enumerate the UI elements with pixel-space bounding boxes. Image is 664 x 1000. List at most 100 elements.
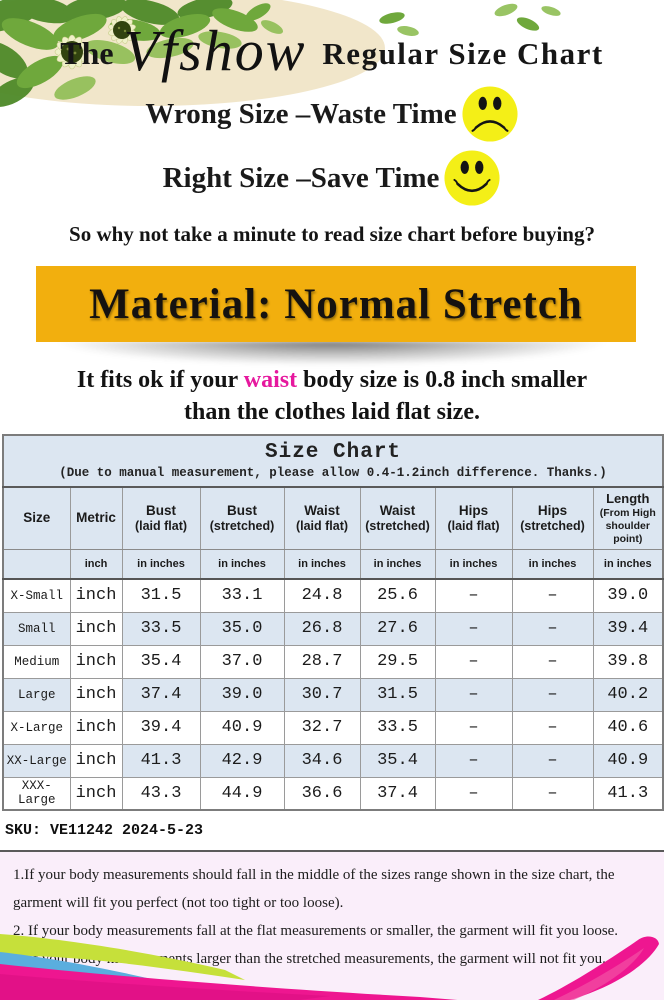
value-cell: 28.7 <box>283 644 361 679</box>
size-label-cell: Large <box>2 677 71 712</box>
size-label-cell: X-Large <box>2 710 71 745</box>
size-label-cell: X-Small <box>2 578 71 613</box>
flower-icon <box>54 34 90 70</box>
value-cell: 41.3 <box>592 776 664 811</box>
column-header-hips-stretched: Hips (stretched) <box>511 486 594 550</box>
value-cell: 35.4 <box>121 644 201 679</box>
flowers-leaves-decoration <box>0 0 561 107</box>
units-row: inch in inches in inches in inches in in… <box>2 548 664 580</box>
material-banner-text: Material: Normal Stretch <box>89 280 583 328</box>
column-header-row: Size Metric Bust (laid flat) Bust (stretch… <box>2 486 664 550</box>
sku-line: SKU: VE11242 2024-5-23 <box>5 822 204 839</box>
units-cell: in inches <box>592 548 664 580</box>
value-cell: 35.4 <box>359 743 436 778</box>
table-row: X-Large inch 39.4 40.9 32.7 33.5– –40.6 <box>2 710 664 745</box>
units-cell: in inches <box>283 548 361 580</box>
value-cell: 39.0 <box>199 677 285 712</box>
value-cell: 34.6 <box>283 743 361 778</box>
wrong-size-line: Wrong Size –Waste Time <box>0 85 664 143</box>
value-cell: – <box>511 578 594 613</box>
value-cell: 41.3 <box>121 743 201 778</box>
size-label-cell: Medium <box>2 644 71 679</box>
banner-shadow <box>0 341 664 367</box>
table-row: Medium inch 35.4 37.0 28.7 29.5– –39.8 <box>2 644 664 679</box>
column-header-metric: Metric <box>69 486 123 550</box>
size-label-cell: XXX-Large <box>2 776 71 811</box>
value-cell: – <box>434 578 513 613</box>
size-label-cell: XX-Large <box>2 743 71 778</box>
value-cell: 44.9 <box>199 776 285 811</box>
metric-cell: inch <box>69 644 123 679</box>
value-cell: 43.3 <box>121 776 201 811</box>
value-cell: 24.8 <box>283 578 361 613</box>
column-header-waist-flat: Waist (laid flat) <box>283 486 361 550</box>
table-row: Small inch 33.5 35.0 26.8 27.6– –39.4 <box>2 611 664 646</box>
flower-icon <box>108 16 136 44</box>
sad-smiley-icon <box>462 86 518 142</box>
notes-box: 1.If your body measurements should fall … <box>0 850 664 1000</box>
question-line: So why not take a minute to read size ch… <box>69 222 595 246</box>
table-row: Large inch 37.4 39.0 30.7 31.5– –40.2 <box>2 677 664 712</box>
value-cell: – <box>434 776 513 811</box>
value-cell: 39.4 <box>121 710 201 745</box>
metric-cell: inch <box>69 710 123 745</box>
units-cell <box>2 548 71 580</box>
value-cell: 42.9 <box>199 743 285 778</box>
value-cell: 40.2 <box>592 677 664 712</box>
units-cell: in inches <box>121 548 201 580</box>
value-cell: – <box>434 677 513 712</box>
metric-cell: inch <box>69 611 123 646</box>
value-cell: – <box>434 611 513 646</box>
note-2: 2. If your body measurements fall at the… <box>13 923 619 939</box>
value-cell: 39.4 <box>592 611 664 646</box>
fit-note: It fits ok if your waist body size is 0.… <box>0 364 664 428</box>
value-cell: – <box>434 710 513 745</box>
column-header-size: Size <box>2 486 71 550</box>
value-cell: 30.7 <box>283 677 361 712</box>
value-cell: 40.6 <box>592 710 664 745</box>
value-cell: 31.5 <box>121 578 201 613</box>
brush-strokes-decoration <box>0 934 458 1000</box>
wrong-size-text: Wrong Size –Waste Time <box>145 97 457 130</box>
column-header-bust-stretched: Bust (stretched) <box>199 486 285 550</box>
value-cell: 25.6 <box>359 578 436 613</box>
table-subtitle: (Due to manual measurement, please allow… <box>59 466 607 480</box>
fit-note-before: It fits ok if your <box>76 367 244 393</box>
right-size-text: Right Size –Save Time <box>162 161 440 194</box>
value-cell: 27.6 <box>359 611 436 646</box>
value-cell: 26.8 <box>283 611 361 646</box>
size-chart-table: Size Chart (Due to manual measurement, p… <box>2 434 664 811</box>
value-cell: 36.6 <box>283 776 361 811</box>
metric-cell: inch <box>69 578 123 613</box>
units-cell: in inches <box>199 548 285 580</box>
value-cell: 37.0 <box>199 644 285 679</box>
value-cell: 37.4 <box>359 776 436 811</box>
right-size-line: Right Size –Save Time <box>0 149 664 207</box>
brush-stroke-decoration <box>538 936 659 1000</box>
table-title: Size Chart <box>265 441 402 464</box>
page-title: The Vfshow Regular Size Chart <box>0 22 664 80</box>
fit-note-waist: waist <box>243 367 298 393</box>
value-cell: 31.5 <box>359 677 436 712</box>
value-cell: 39.0 <box>592 578 664 613</box>
metric-cell: inch <box>69 776 123 811</box>
column-header-length: Length (From High shoulder point) <box>592 486 664 550</box>
note-1: 1.If your body measurements should fall … <box>13 867 615 911</box>
value-cell: 29.5 <box>359 644 436 679</box>
value-cell: – <box>511 677 594 712</box>
value-cell: 33.1 <box>199 578 285 613</box>
size-table-body: X-Small inch 31.5 33.1 24.8 25.6– –39.0 Small in… <box>2 578 664 811</box>
value-cell: – <box>434 644 513 679</box>
value-cell: – <box>511 743 594 778</box>
value-cell: 40.9 <box>199 710 285 745</box>
value-cell: 37.4 <box>121 677 201 712</box>
table-row: X-Small inch 31.5 33.1 24.8 25.6– –39.0 <box>2 578 664 613</box>
value-cell: 35.0 <box>199 611 285 646</box>
fit-note-after: body size is 0.8 inch smaller <box>297 367 588 393</box>
metric-cell: inch <box>69 743 123 778</box>
value-cell: 40.9 <box>592 743 664 778</box>
units-cell: in inches <box>359 548 436 580</box>
happy-smiley-icon <box>444 150 500 206</box>
value-cell: 33.5 <box>359 710 436 745</box>
fit-note-line2: than the clothes laid flat size. <box>184 399 480 425</box>
